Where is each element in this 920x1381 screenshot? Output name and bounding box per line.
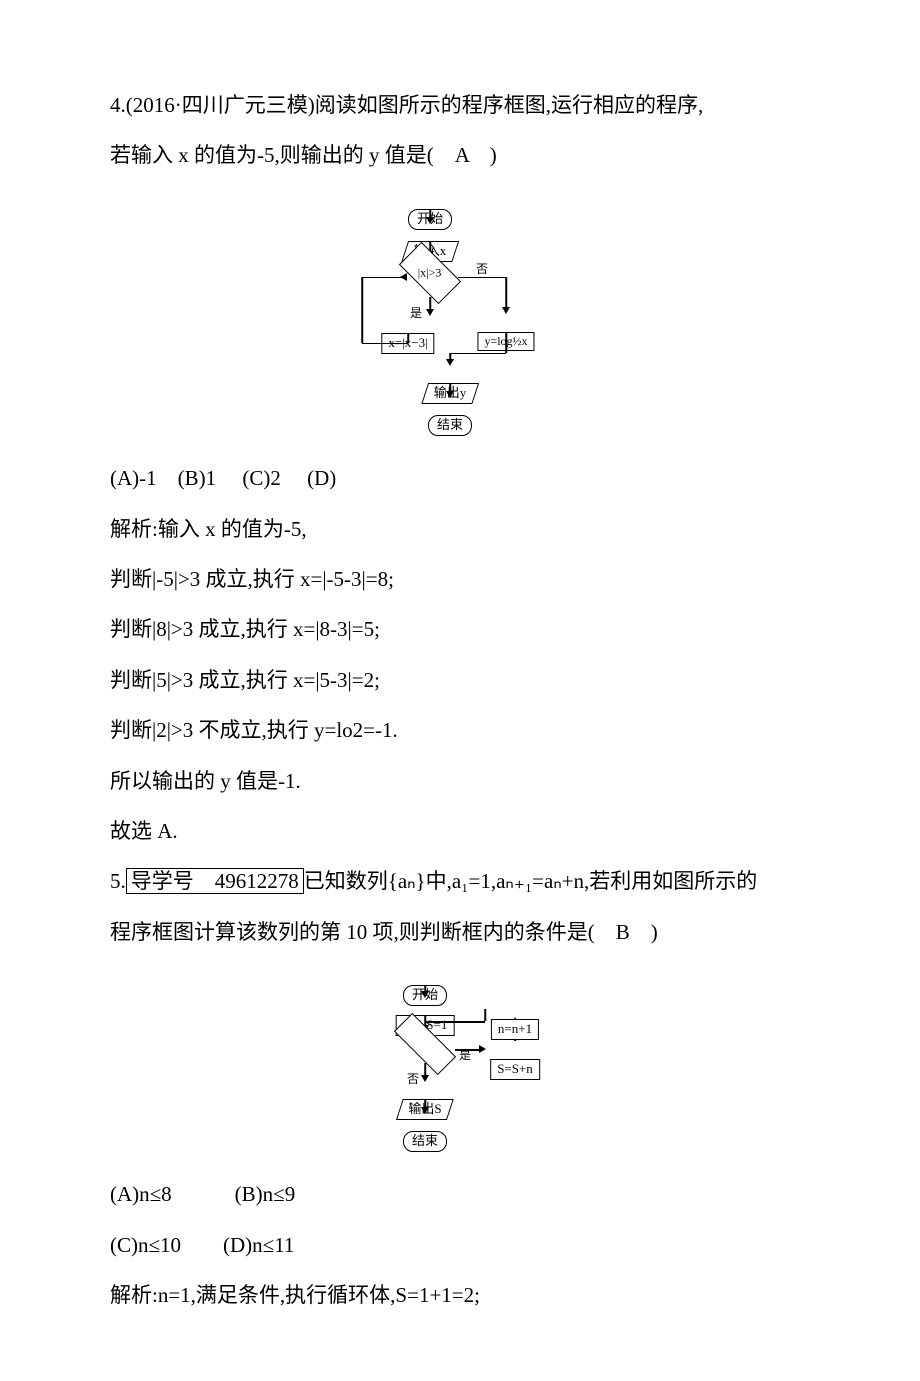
- q4-sol-step4: 判断|2|>3 不成立,执行 y=lo2=-1.: [110, 705, 810, 755]
- q5-sol1: 解析:n=1,满足条件,执行循环体,S=1+1=2;: [110, 1270, 810, 1320]
- q4-sol-final: 故选 A.: [110, 806, 810, 856]
- q4-sol-step2: 判断|8|>3 成立,执行 x=|8-3|=5;: [110, 604, 810, 654]
- q4-sol-intro: 解析:输入 x 的值为-5,: [110, 504, 810, 554]
- q5-prefix: 5.: [110, 869, 126, 893]
- q4-sol-out: 所以输出的 y 值是-1.: [110, 756, 810, 806]
- q5-flowchart: 开始 n=1,S=1 是 否 S=S+n n=n+1: [110, 967, 810, 1155]
- page-root: 4.(2016·四川广元三模)阅读如图所示的程序框图,运行相应的程序, 若输入 …: [0, 0, 920, 1381]
- q5-option-row2: (C)n≤10 (D)n≤11: [110, 1220, 810, 1270]
- q5-stem-line2: 程序框图计算该数列的第 10 项,则判断框内的条件是( B ): [110, 907, 810, 957]
- q4-options: (A)-1 (B)1 (C)2 (D): [110, 453, 810, 503]
- q4-flowchart: 开始 输入x |x|>3 是 否 x=|x−3|: [110, 191, 810, 439]
- q5-boxed-number: 导学号 49612278: [126, 868, 304, 894]
- fc-end: 结束: [428, 415, 472, 436]
- q5-stem-line1: 5.导学号 49612278已知数列{aₙ}中,a₁=1,aₙ₊₁=aₙ+n,若…: [110, 856, 810, 906]
- q5-option-row1: (A)n≤8 (B)n≤9: [110, 1169, 810, 1219]
- q4-sol-step3: 判断|5|>3 成立,执行 x=|5-3|=2;: [110, 655, 810, 705]
- q4-sol-step1: 判断|-5|>3 成立,执行 x=|-5-3|=8;: [110, 554, 810, 604]
- fc2-update-n: n=n+1: [491, 1019, 539, 1040]
- fc2-update-s: S=S+n: [490, 1059, 540, 1080]
- fc2-end: 结束: [403, 1131, 447, 1152]
- fc-no-label: 否: [476, 255, 488, 284]
- q5-suffix: 已知数列{aₙ}中,a₁=1,aₙ₊₁=aₙ+n,若利用如图所示的: [304, 869, 758, 893]
- q4-stem-line1: 4.(2016·四川广元三模)阅读如图所示的程序框图,运行相应的程序,: [110, 80, 810, 130]
- fc2-yes-label: 是: [459, 1041, 471, 1070]
- q4-stem-line2: 若输入 x 的值为-5,则输出的 y 值是( A ): [110, 130, 810, 180]
